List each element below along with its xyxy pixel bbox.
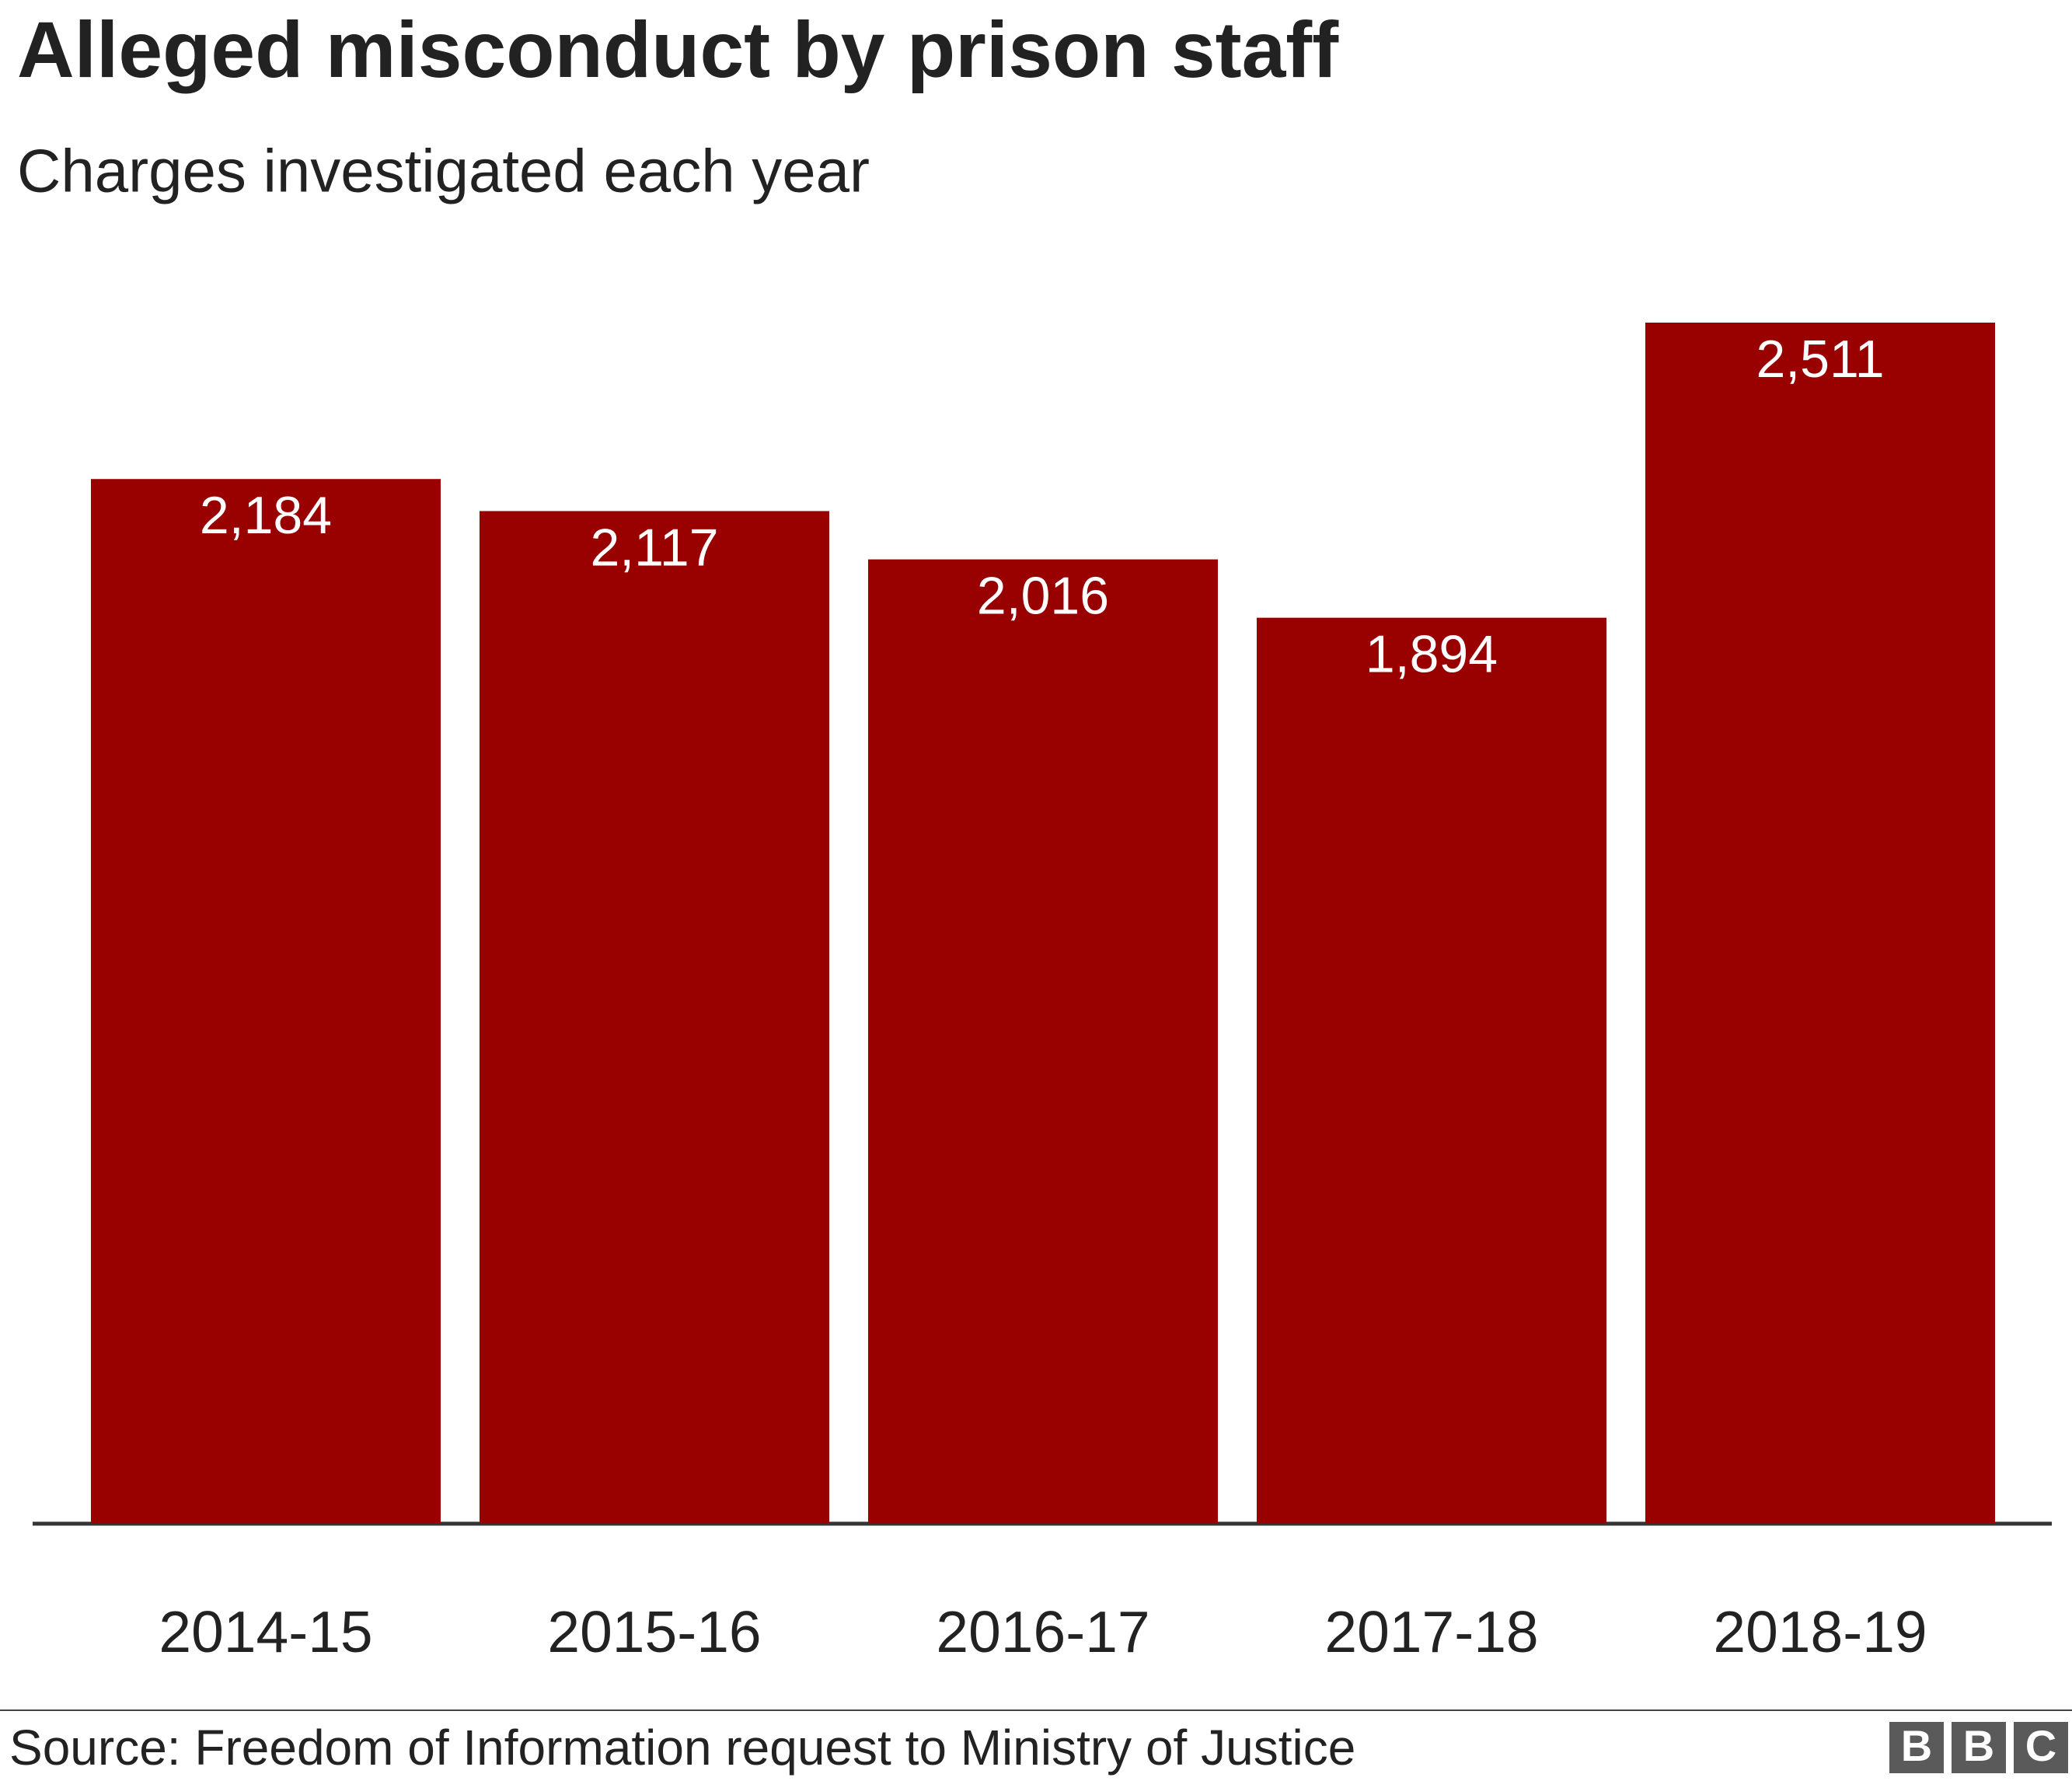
bar [868, 559, 1218, 1524]
logo-block [1889, 1722, 1944, 1773]
value-label: 2,117 [590, 518, 718, 577]
bar [1645, 323, 1995, 1524]
chart-subtitle: Charges investigated each year [17, 137, 870, 205]
bar [1257, 617, 1606, 1524]
x-tick-label: 2016-17 [936, 1599, 1149, 1664]
chart-title: Alleged misconduct by prison staff [17, 5, 1339, 94]
logo-letter: B [1901, 1721, 1932, 1770]
x-tick-label: 2015-16 [547, 1599, 761, 1664]
x-tick-label: 2014-15 [159, 1599, 372, 1664]
logo-letter: B [1963, 1721, 1994, 1770]
x-tick-label: 2018-19 [1713, 1599, 1927, 1664]
x-tick-label: 2017-18 [1324, 1599, 1538, 1664]
logo-letter: C [2025, 1721, 2056, 1770]
value-label: 2,016 [977, 567, 1109, 626]
logo-block [1952, 1722, 2006, 1773]
logo-block [2014, 1722, 2068, 1773]
value-label: 1,894 [1366, 625, 1498, 684]
value-label: 2,184 [200, 486, 332, 545]
source: Source: Freedom of Information request t… [9, 1720, 1355, 1776]
value-label: 2,511 [1756, 330, 1884, 389]
bar [91, 479, 441, 1524]
bar [480, 511, 829, 1524]
